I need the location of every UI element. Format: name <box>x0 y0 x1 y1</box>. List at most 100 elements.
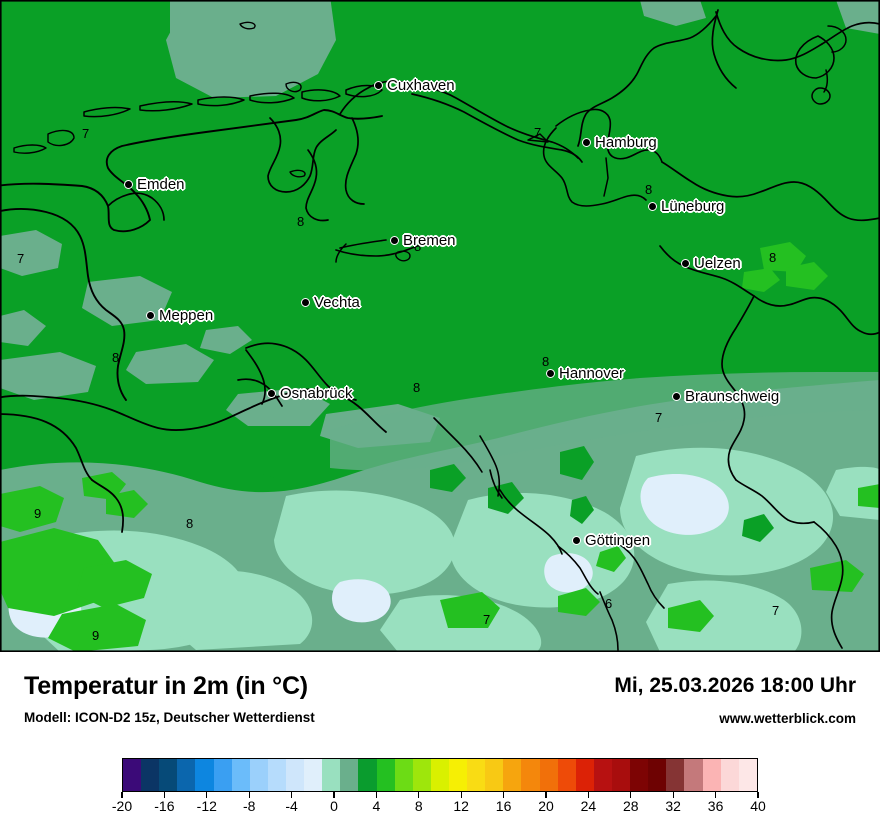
colorbar-swatch <box>304 759 323 791</box>
colorbar-tick-label: 20 <box>538 798 554 814</box>
colorbar-swatch <box>467 759 486 791</box>
colorbar-swatch <box>684 759 703 791</box>
city-dot-icon <box>582 138 591 147</box>
city-dot-icon <box>681 259 690 268</box>
colorbar-tick <box>418 792 420 798</box>
colorbar-tick <box>206 792 208 798</box>
city-marker-hamburg[interactable]: Hamburg <box>582 134 657 151</box>
colorbar-swatch <box>485 759 504 791</box>
isotherm-label: 8 <box>297 214 305 229</box>
city-label: Cuxhaven <box>387 77 455 94</box>
colorbar: -20 -16 -12 -8 -4 0 4 8 12 16 20 24 28 32 36 40 <box>112 758 766 814</box>
site-url: www.wetterblick.com <box>719 711 856 726</box>
city-label: Emden <box>137 176 185 193</box>
colorbar-swatch <box>340 759 359 791</box>
city-label: Uelzen <box>694 255 741 272</box>
colorbar-tick-label: 8 <box>414 798 423 814</box>
colorbar-tick <box>248 792 250 798</box>
isotherm-label: 8 <box>769 250 777 265</box>
city-label: Vechta <box>314 294 360 311</box>
isotherm-label: 7 <box>483 612 491 627</box>
colorbar-tick <box>672 792 674 798</box>
city-label: Meppen <box>159 307 214 324</box>
colorbar-tick-label: -4 <box>285 798 298 814</box>
colorbar-tick <box>333 792 335 798</box>
colorbar-swatch <box>141 759 160 791</box>
isotherm-label: 8 <box>414 239 422 254</box>
colorbar-tick-label: 16 <box>495 798 512 814</box>
colorbar-swatch <box>285 759 305 791</box>
city-marker-goettingen[interactable]: Göttingen <box>572 532 650 549</box>
colorbar-swatch <box>648 759 667 791</box>
colorbar-tick-label: 32 <box>665 798 681 814</box>
city-label: Göttingen <box>585 532 651 549</box>
colorbar-swatch <box>195 759 214 791</box>
city-label: Osnabrück <box>280 385 353 402</box>
colorbar-swatch <box>412 759 431 791</box>
colorbar-tick <box>630 792 632 798</box>
colorbar-swatch <box>702 759 721 791</box>
colorbar-tick-label: 0 <box>330 798 338 814</box>
colorbar-tick <box>714 792 717 798</box>
colorbar-ticks <box>121 792 759 798</box>
colorbar-swatch <box>448 759 468 791</box>
footer-panel: Temperatur in 2m (in °C) Modell: ICON-D2… <box>0 652 880 830</box>
isotherm-label: 8 <box>112 350 120 365</box>
colorbar-tick <box>290 792 293 798</box>
weather-map[interactable]: 7 7 8 8 8 7 8 8 8 8 7 9 8 6 7 7 9 Cuxhav… <box>0 0 880 652</box>
city-dot-icon <box>124 180 133 189</box>
map-raster <box>0 0 880 652</box>
colorbar-swatch <box>575 759 594 791</box>
isotherm-label: 7 <box>534 125 542 140</box>
isotherm-label: 7 <box>17 251 25 266</box>
city-label: Braunschweig <box>685 388 780 405</box>
colorbar-swatch <box>666 759 685 791</box>
city-dot-icon <box>672 392 681 401</box>
city-marker-lueneburg[interactable]: Lüneburg <box>648 198 724 215</box>
city-marker-braunschweig[interactable]: Braunschweig <box>672 388 779 405</box>
colorbar-swatch <box>249 759 268 791</box>
model-subtitle: Modell: ICON-D2 15z, Deutscher Wetterdie… <box>24 710 315 725</box>
colorbar-tick-label: 36 <box>707 798 724 814</box>
colorbar-swatch <box>557 759 576 791</box>
colorbar-swatch <box>738 759 757 791</box>
isotherm-label: 8 <box>413 380 421 395</box>
colorbar-swatch <box>521 759 540 791</box>
isotherm-label: 8 <box>645 182 653 197</box>
city-marker-osnabrueck[interactable]: Osnabrück <box>267 385 353 402</box>
colorbar-tick-label: 12 <box>453 798 469 814</box>
isotherm-label: 8 <box>186 516 194 531</box>
isotherm-label: 8 <box>542 354 550 369</box>
city-marker-hannover[interactable]: Hannover <box>546 365 624 382</box>
colorbar-tick-label: 24 <box>580 798 597 814</box>
city-marker-bremen[interactable]: Bremen <box>390 232 456 249</box>
colorbar-swatch <box>358 759 377 791</box>
colorbar-tick <box>587 792 590 798</box>
colorbar-tick-label: -12 <box>196 798 217 814</box>
page-title: Temperatur in 2m (in °C) <box>24 672 308 700</box>
colorbar-swatch <box>720 759 739 791</box>
isotherm-label: 7 <box>82 126 90 141</box>
city-marker-emden[interactable]: Emden <box>124 176 185 193</box>
city-marker-uelzen[interactable]: Uelzen <box>681 255 741 272</box>
colorbar-swatch <box>376 759 395 791</box>
colorbar-tick <box>163 792 166 798</box>
colorbar-tick-label: -20 <box>111 798 133 814</box>
colorbar-swatch <box>593 759 612 791</box>
city-label: Bremen <box>403 232 456 249</box>
isotherm-label: 9 <box>92 628 100 643</box>
colorbar-swatch <box>630 759 649 791</box>
colorbar-tick <box>121 792 123 798</box>
city-marker-meppen[interactable]: Meppen <box>146 307 213 324</box>
isotherm-label: 7 <box>655 410 663 425</box>
colorbar-swatch <box>611 759 631 791</box>
city-dot-icon <box>146 311 155 320</box>
colorbar-swatch <box>159 759 178 791</box>
colorbar-swatch <box>539 759 558 791</box>
colorbar-swatch <box>430 759 449 791</box>
city-marker-cuxhaven[interactable]: Cuxhaven <box>374 77 455 94</box>
colorbar-tick-labels: -20 -16 -12 -8 -4 0 4 8 12 16 20 24 28 32 36 40 <box>112 798 766 818</box>
colorbar-tick-label: -8 <box>242 798 256 814</box>
city-marker-vechta[interactable]: Vechta <box>301 294 360 311</box>
colorbar-tick <box>460 792 462 798</box>
